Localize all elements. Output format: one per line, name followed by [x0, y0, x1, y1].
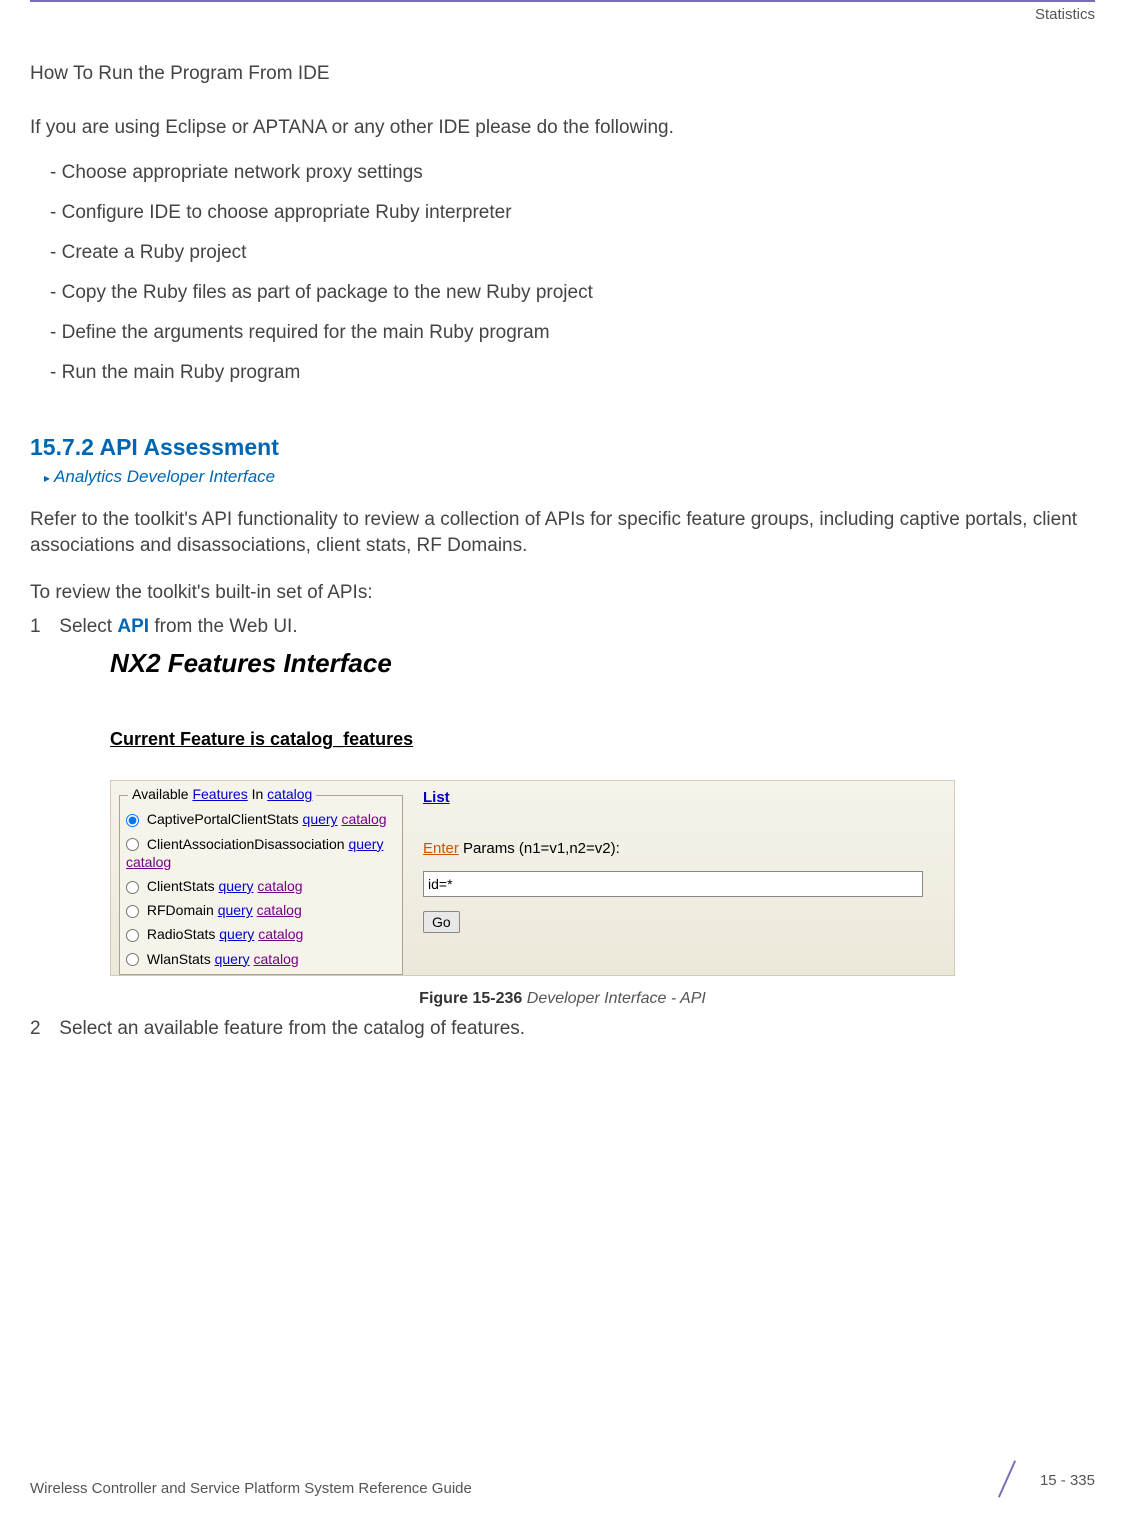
right-pane: List Enter Params (n1=v1,n2=v2): Go — [411, 781, 954, 974]
bullet-item: - Create a Ruby project — [50, 242, 1095, 264]
section-title: How To Run the Program From IDE — [30, 63, 1095, 85]
bullet-item: - Configure IDE to choose appropriate Ru… — [50, 202, 1095, 224]
feature-option[interactable]: ClientStats query catalog — [126, 877, 396, 895]
step-2: 2 Select an available feature from the c… — [30, 1018, 1095, 1040]
list-link[interactable]: List — [423, 789, 942, 806]
step-number: 2 — [30, 1018, 54, 1040]
footer-doc-title: Wireless Controller and Service Platform… — [30, 1480, 472, 1497]
cf-prefix: Current Feature is — [110, 729, 270, 749]
feature-radio[interactable] — [126, 838, 139, 851]
cf-value: catalog_features — [270, 729, 413, 749]
subsection-p1: Refer to the toolkit's API functionality… — [30, 507, 1095, 560]
current-feature-label: Current Feature is catalog_features — [110, 729, 955, 750]
figure-caption: Figure 15-236 Developer Interface - API — [30, 990, 1095, 1008]
query-link[interactable]: query — [348, 836, 383, 852]
subsection-heading: 15.7.2 API Assessment — [30, 434, 1095, 461]
enter-link[interactable]: Enter — [423, 840, 459, 857]
fieldset-legend: Available Features In catalog — [128, 786, 316, 802]
feature-radio[interactable] — [126, 905, 139, 918]
feature-name: ClientStats — [143, 878, 218, 894]
catalog-link[interactable]: catalog — [257, 878, 302, 894]
legend-text: Available — [132, 786, 192, 802]
step-1: 1 Select API from the Web UI. — [30, 616, 1095, 638]
catalog-link[interactable]: catalog — [254, 951, 299, 967]
query-link[interactable]: query — [218, 902, 253, 918]
query-link[interactable]: query — [215, 951, 250, 967]
feature-option[interactable]: WlanStats query catalog — [126, 950, 396, 968]
bullet-item: - Copy the Ruby files as part of package… — [50, 282, 1095, 304]
figure-number: Figure 15-236 — [419, 990, 522, 1007]
feature-option[interactable]: RadioStats query catalog — [126, 925, 396, 943]
api-keyword: API — [117, 616, 149, 637]
nx2-title: NX2 Features Interface — [110, 648, 955, 679]
step-text: Select an available feature from the cat… — [59, 1018, 525, 1039]
query-link[interactable]: query — [303, 811, 338, 827]
enter-params-label: Enter Params (n1=v1,n2=v2): — [423, 840, 942, 857]
header-category: Statistics — [1035, 6, 1095, 23]
step-text: Select — [59, 616, 117, 637]
step-text: from the Web UI. — [149, 616, 298, 637]
catalog-link[interactable]: catalog — [126, 854, 171, 870]
feature-name: WlanStats — [143, 951, 215, 967]
page-header: Statistics — [30, 0, 1095, 23]
feature-option[interactable]: ClientAssociationDisassociation query ca… — [126, 835, 396, 871]
screenshot-figure: NX2 Features Interface Current Feature i… — [110, 648, 955, 975]
query-link[interactable]: query — [219, 926, 254, 942]
step-number: 1 — [30, 616, 54, 638]
footer-slash-icon — [984, 1463, 1034, 1497]
feature-name: RadioStats — [143, 926, 219, 942]
query-link[interactable]: query — [218, 878, 253, 894]
feature-option[interactable]: RFDomain query catalog — [126, 901, 396, 919]
catalog-link[interactable]: catalog — [267, 786, 312, 802]
feature-option[interactable]: CaptivePortalClientStats query catalog — [126, 810, 396, 828]
feature-name: RFDomain — [143, 902, 218, 918]
bullet-item: - Run the main Ruby program — [50, 362, 1095, 384]
enter-text: Params (n1=v1,n2=v2): — [459, 840, 620, 857]
feature-radio[interactable] — [126, 929, 139, 942]
bullet-list: - Choose appropriate network proxy setti… — [30, 162, 1095, 384]
catalog-link[interactable]: catalog — [341, 811, 386, 827]
feature-panes: Available Features In catalog CaptivePor… — [110, 780, 955, 975]
params-input[interactable] — [423, 871, 923, 897]
intro-paragraph: If you are using Eclipse or APTANA or an… — [30, 115, 1095, 142]
feature-radio[interactable] — [126, 814, 139, 827]
bullet-item: - Choose appropriate network proxy setti… — [50, 162, 1095, 184]
catalog-link[interactable]: catalog — [258, 926, 303, 942]
feature-name: CaptivePortalClientStats — [143, 811, 303, 827]
feature-radio[interactable] — [126, 881, 139, 894]
breadcrumb[interactable]: Analytics Developer Interface — [44, 467, 1095, 487]
go-button[interactable]: Go — [423, 911, 460, 933]
left-pane: Available Features In catalog CaptivePor… — [111, 781, 411, 974]
subsection-p2: To review the toolkit's built-in set of … — [30, 580, 1095, 607]
features-link[interactable]: Features — [192, 786, 247, 802]
figure-title: Developer Interface - API — [522, 990, 706, 1007]
footer-page-number: 15 - 335 — [1040, 1472, 1095, 1489]
feature-name: ClientAssociationDisassociation — [143, 836, 348, 852]
legend-text: In — [248, 786, 267, 802]
feature-radio[interactable] — [126, 953, 139, 966]
bullet-item: - Define the arguments required for the … — [50, 322, 1095, 344]
page-footer: Wireless Controller and Service Platform… — [30, 1463, 1095, 1497]
features-fieldset: Available Features In catalog CaptivePor… — [119, 795, 403, 974]
catalog-link[interactable]: catalog — [257, 902, 302, 918]
